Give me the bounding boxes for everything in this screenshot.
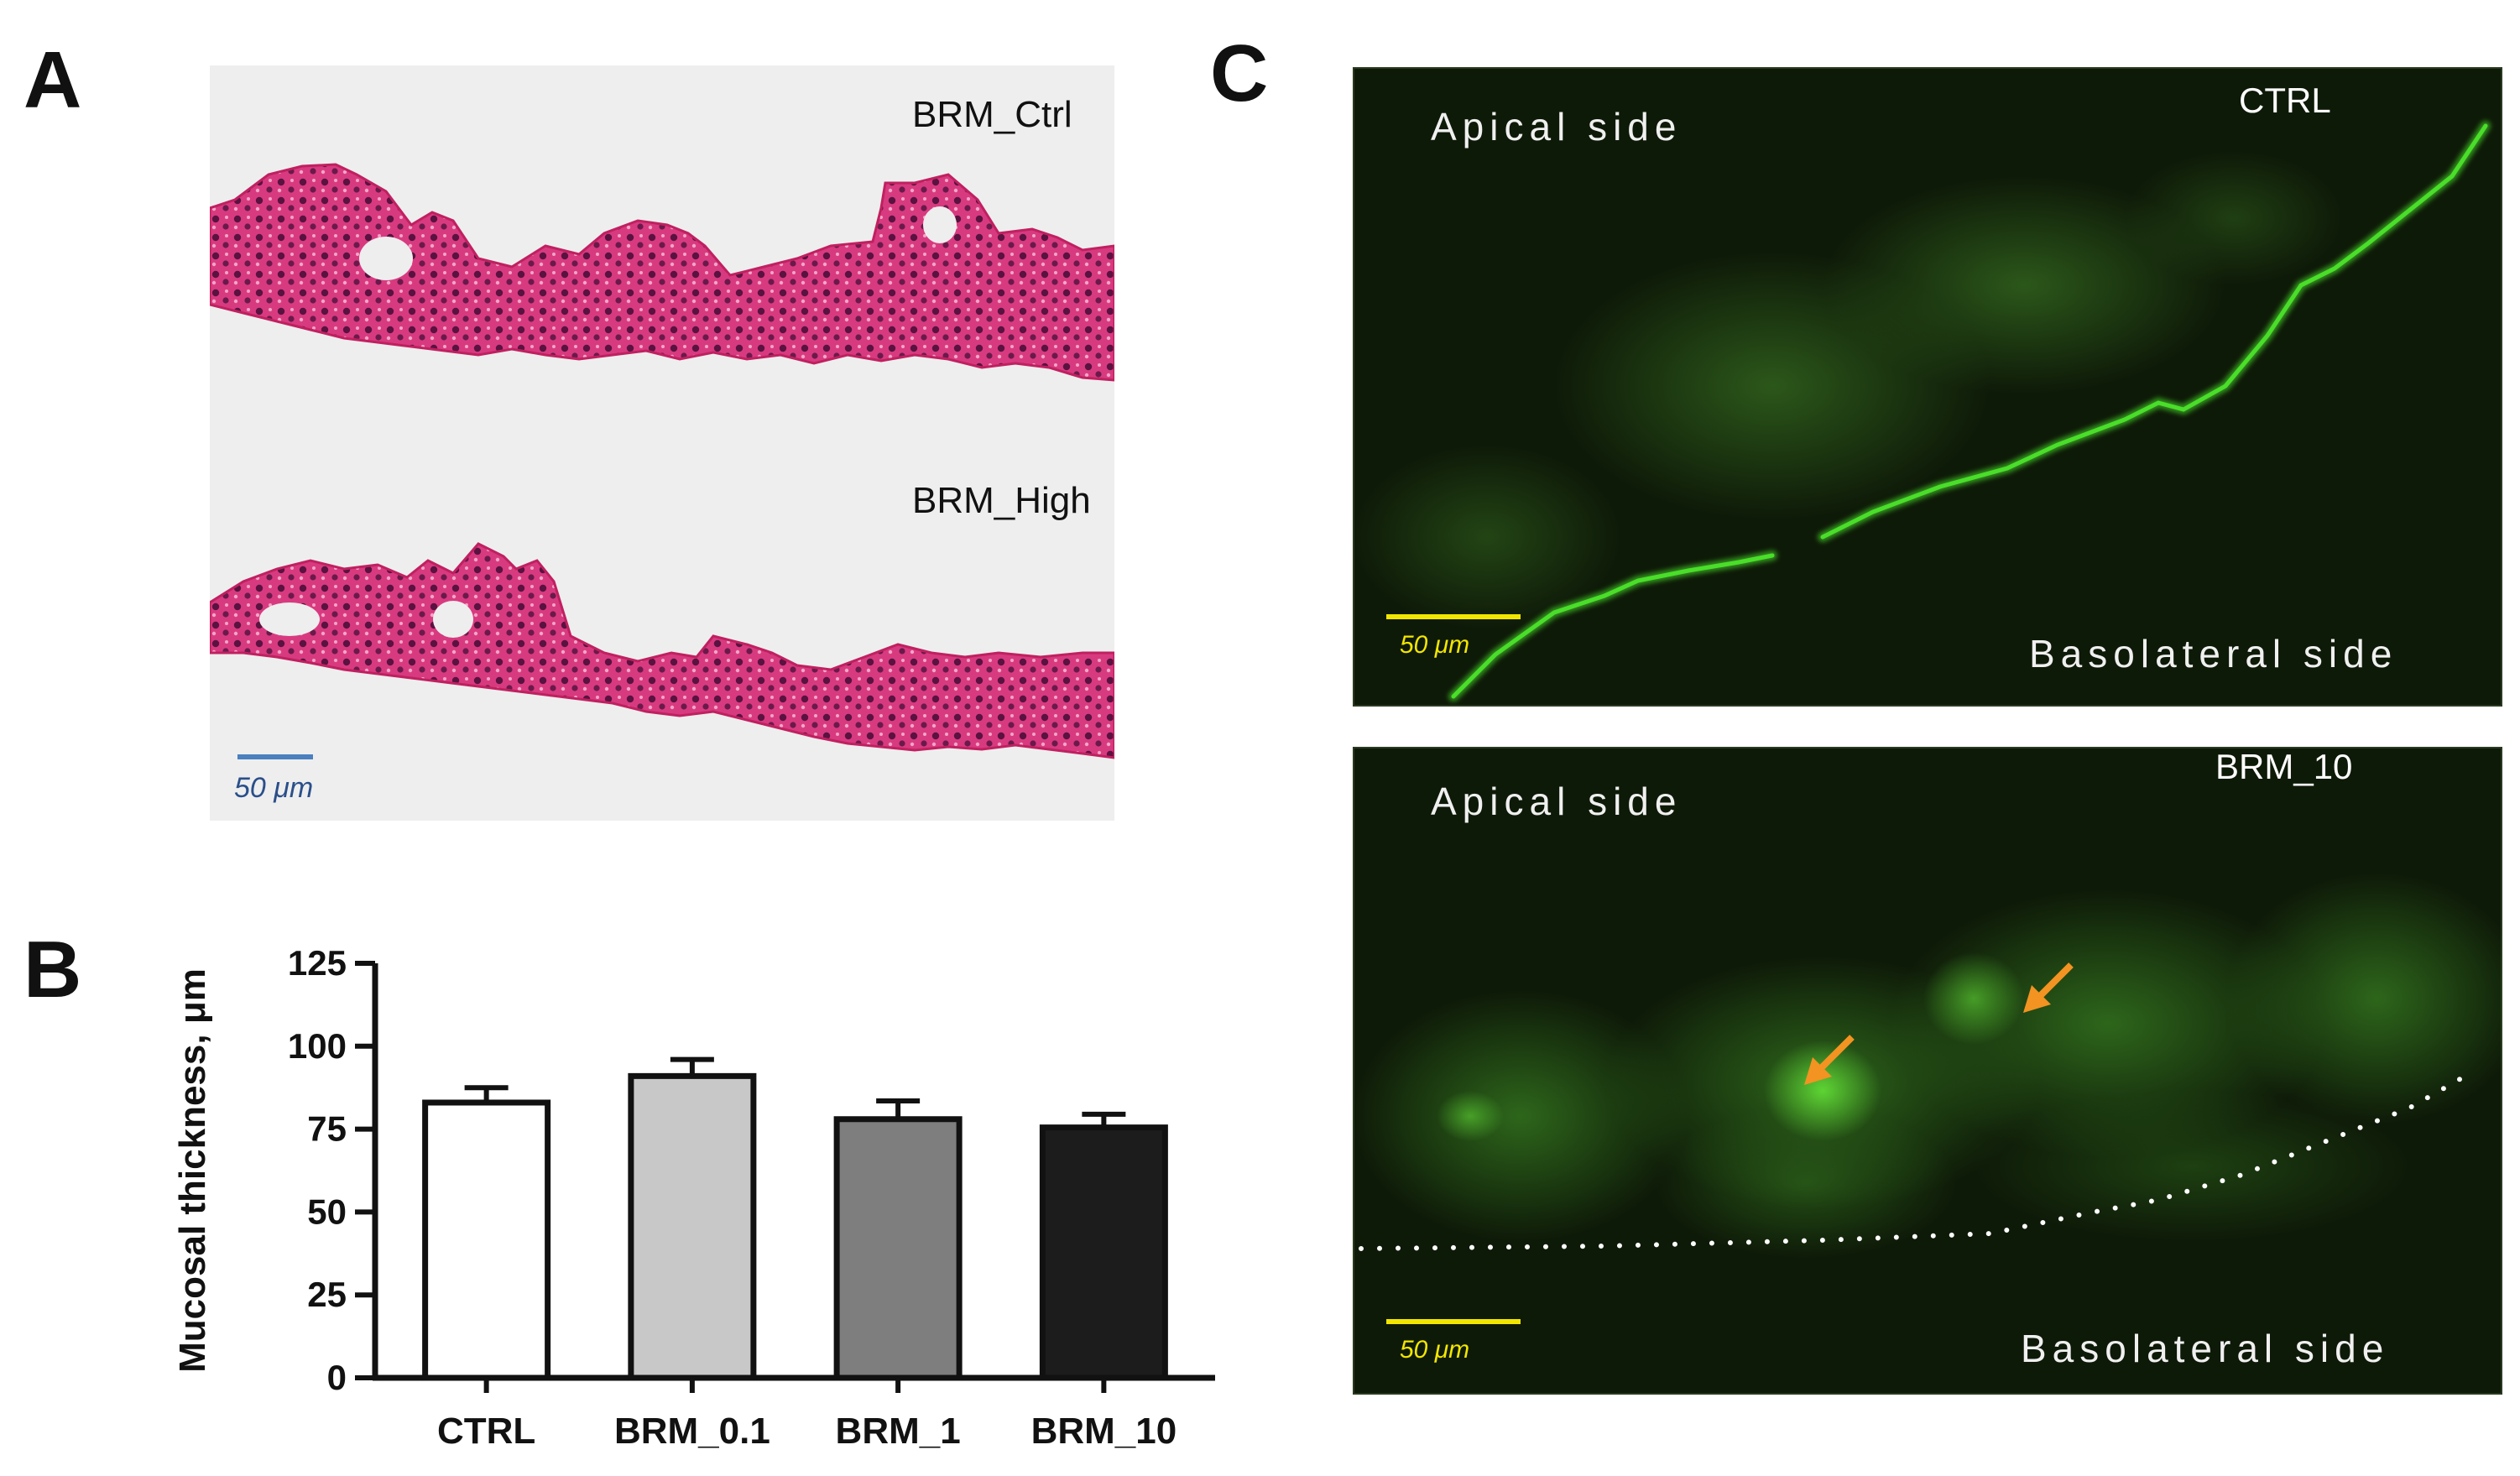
y-axis-title: Mucosal thickness, μm — [172, 968, 213, 1373]
mucosal-thickness-bar-chart: 0 25 50 75 100 125 Mucosal thickness, μm CTRL BR… — [172, 943, 1215, 1452]
fluorescence-image-ctrl — [1353, 67, 2502, 707]
y-tick-label: 125 — [288, 943, 347, 983]
y-tick-label: 25 — [307, 1275, 347, 1314]
x-tick-label: BRM_10 — [1031, 1411, 1177, 1452]
bar-brm-1 — [833, 1116, 963, 1381]
y-tick-label: 0 — [327, 1358, 347, 1397]
he-scale-bar — [237, 754, 313, 759]
y-tick-label: 100 — [288, 1026, 347, 1066]
he-label-high: BRM_High — [912, 480, 1091, 521]
x-tick-label: BRM_1 — [836, 1411, 961, 1452]
orange-arrow-2 — [2023, 962, 2074, 1013]
panel-letter-c: C — [1210, 29, 1269, 118]
he-tissue-high — [210, 542, 1114, 759]
basolateral-side-label-ctrl: Basolateral side — [2029, 632, 2398, 675]
x-tick-label: BRM_0.1 — [614, 1411, 770, 1452]
dotted-boundary-line — [1359, 1072, 2471, 1251]
he-label-ctrl: BRM_Ctrl — [912, 94, 1072, 135]
condition-label-brm10: BRM_10 — [2215, 747, 2353, 786]
fluor-scale-bar-ctrl — [1386, 614, 1521, 619]
panel-letter-a: A — [23, 35, 82, 125]
fluor-scale-label-ctrl: 50 μm — [1400, 631, 1470, 659]
apical-side-label-brm10: Apical side — [1431, 780, 1683, 823]
fluorescence-image-brm10 — [1353, 747, 2502, 1395]
bar-brm-10 — [1039, 1124, 1168, 1381]
condition-label-ctrl: CTRL — [2239, 81, 2331, 120]
basolateral-side-label-brm10: Basolateral side — [2021, 1327, 2390, 1370]
y-tick-label: 75 — [307, 1109, 347, 1149]
he-scale-label: 50 μm — [234, 772, 314, 804]
apical-side-label-ctrl: Apical side — [1431, 105, 1683, 149]
x-tick-label: CTRL — [437, 1411, 535, 1452]
he-tissue-ctrl — [210, 163, 1114, 382]
fluor-scale-label-brm10: 50 μm — [1400, 1336, 1470, 1364]
orange-arrow-1 — [1804, 1035, 1855, 1085]
bar-ctrl — [422, 1099, 551, 1381]
he-histology-image — [210, 65, 1114, 821]
bar-brm-0-1 — [628, 1072, 757, 1381]
panel-letter-b: B — [23, 925, 82, 1014]
fluor-scale-bar-brm10 — [1386, 1319, 1521, 1324]
y-tick-label: 50 — [307, 1192, 347, 1231]
